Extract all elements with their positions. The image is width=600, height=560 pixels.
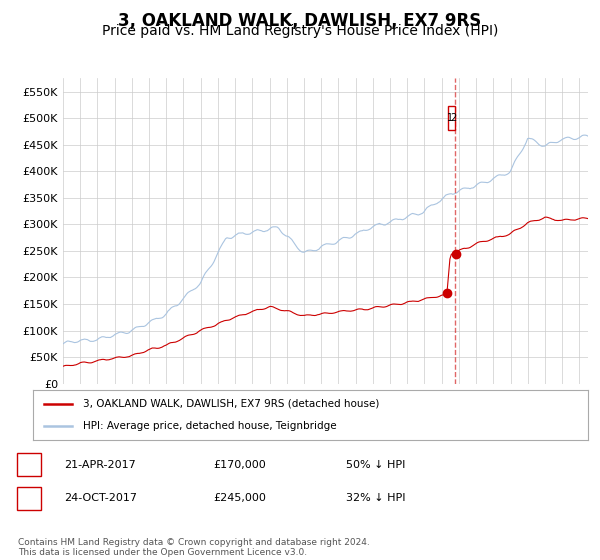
Text: Contains HM Land Registry data © Crown copyright and database right 2024.
This d: Contains HM Land Registry data © Crown c…	[18, 538, 370, 557]
Text: 1: 1	[25, 460, 32, 470]
Text: 50% ↓ HPI: 50% ↓ HPI	[346, 460, 406, 470]
Text: 2: 2	[25, 493, 32, 503]
Text: 1: 1	[447, 113, 454, 123]
Text: 2: 2	[451, 113, 457, 123]
Text: 3, OAKLAND WALK, DAWLISH, EX7 9RS (detached house): 3, OAKLAND WALK, DAWLISH, EX7 9RS (detac…	[83, 399, 379, 409]
Text: Price paid vs. HM Land Registry's House Price Index (HPI): Price paid vs. HM Land Registry's House …	[102, 24, 498, 38]
FancyBboxPatch shape	[448, 106, 455, 130]
Text: 21-APR-2017: 21-APR-2017	[64, 460, 136, 470]
Text: 3, OAKLAND WALK, DAWLISH, EX7 9RS: 3, OAKLAND WALK, DAWLISH, EX7 9RS	[118, 12, 482, 30]
FancyBboxPatch shape	[17, 487, 41, 510]
FancyBboxPatch shape	[17, 453, 41, 477]
Text: £170,000: £170,000	[214, 460, 266, 470]
Text: £245,000: £245,000	[214, 493, 266, 503]
Text: 32% ↓ HPI: 32% ↓ HPI	[346, 493, 406, 503]
Text: 24-OCT-2017: 24-OCT-2017	[64, 493, 137, 503]
Text: HPI: Average price, detached house, Teignbridge: HPI: Average price, detached house, Teig…	[83, 421, 337, 431]
